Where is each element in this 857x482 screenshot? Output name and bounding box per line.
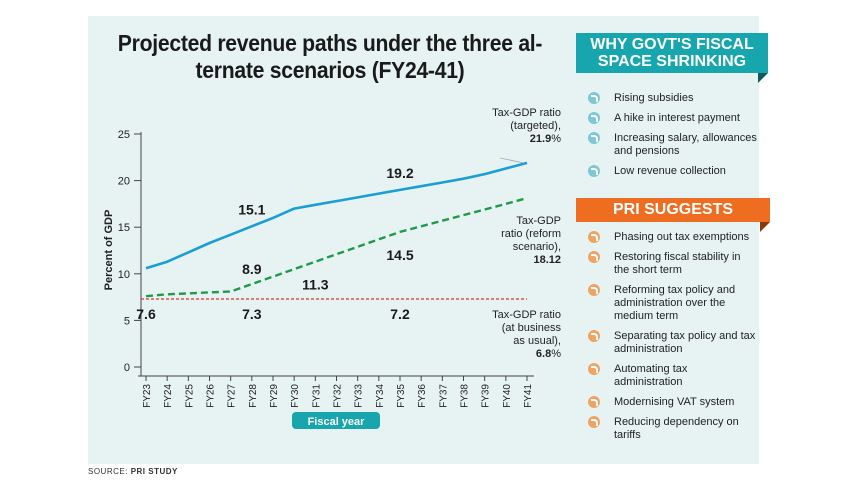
arrow-bullet-icon	[588, 251, 600, 263]
end-label-line-bau: (at business	[502, 322, 562, 334]
chart-title: Projected revenue paths under the three …	[117, 30, 543, 83]
x-tick-label: FY26	[206, 384, 217, 408]
end-label-value-bau: 6.8%	[536, 348, 561, 360]
why-panel-item: Rising subsidies	[588, 92, 758, 105]
end-label-value-targeted: 21.9%	[530, 133, 561, 145]
leader-line	[499, 157, 525, 164]
why-panel-list: Rising subsidies A hike in interest payme…	[588, 92, 758, 185]
x-tick-label: FY33	[354, 384, 365, 408]
arrow-bullet-icon	[588, 132, 600, 144]
x-tick-label: FY29	[269, 384, 280, 408]
x-axis-label-pill	[292, 412, 380, 429]
end-label-line-bau: as usual),	[513, 335, 561, 347]
arrow-bullet-icon	[588, 330, 600, 342]
why-panel-item-text: Low revenue collection	[614, 165, 726, 177]
arrow-bullet-icon	[588, 396, 600, 408]
y-axis-label: Percent of GDP	[103, 210, 115, 291]
x-tick-label: FY38	[460, 384, 471, 408]
x-tick-label: FY32	[333, 384, 344, 408]
arrow-bullet-icon	[588, 231, 600, 243]
data-label: 7.6	[136, 306, 156, 322]
arrow-bullet-icon	[588, 363, 600, 375]
x-tick-label: FY31	[311, 384, 322, 408]
pri-panel-item-text: Reducing dependency on tariffs	[614, 416, 739, 441]
pri-panel-item: Automating tax administration	[588, 363, 758, 389]
x-tick-label: FY27	[227, 384, 238, 408]
end-label-line-bau: Tax-GDP ratio	[492, 309, 561, 321]
end-label-line-reform: ratio (reform	[501, 228, 561, 240]
arrow-bullet-icon	[588, 284, 600, 296]
why-panel-item-text: Increasing salary, allowances and pensio…	[614, 132, 757, 157]
data-label: 8.9	[242, 261, 262, 277]
source-note: SOURCE: PRI STUDY	[88, 467, 178, 476]
x-tick-label: FY28	[248, 384, 259, 408]
x-tick-label: FY25	[184, 384, 195, 408]
why-panel-item: Increasing salary, allowances and pensio…	[588, 132, 758, 158]
why-panel-item-text: Rising subsidies	[614, 92, 694, 104]
y-tick-label: 5	[124, 315, 130, 327]
arrow-bullet-icon	[588, 112, 600, 124]
why-panel-fold	[758, 73, 768, 83]
arrow-bullet-icon	[588, 416, 600, 428]
end-label-unit: %	[551, 348, 561, 360]
pri-panel-list: Phasing out tax exemptions Restoring fisc…	[588, 231, 758, 449]
end-label-line-targeted: (targeted),	[510, 120, 561, 132]
x-tick-label: FY35	[396, 384, 407, 408]
y-tick-label: 0	[124, 362, 130, 374]
why-panel-heading: WHY GOVT'S FISCAL SPACE SHRINKING	[576, 33, 768, 73]
source-label: SOURCE:	[88, 467, 128, 476]
why-panel-item: A hike in interest payment	[588, 112, 758, 125]
y-tick-label: 25	[118, 129, 130, 141]
x-tick-label: FY37	[438, 384, 449, 408]
data-label: 19.2	[386, 165, 413, 181]
why-panel-item-text: A hike in interest payment	[614, 112, 740, 124]
pri-panel-item: Reforming tax policy and administration …	[588, 284, 758, 323]
arrow-bullet-icon	[588, 92, 600, 104]
end-label-line-reform: Tax-GDP	[516, 215, 561, 227]
pri-panel-item: Reducing dependency on tariffs	[588, 416, 758, 442]
data-label: 14.5	[386, 247, 413, 263]
x-tick-label: FY36	[417, 384, 428, 408]
x-tick-label: FY41	[523, 384, 534, 408]
source-value: PRI STUDY	[130, 467, 178, 476]
infographic-card	[88, 16, 759, 464]
data-label: 7.2	[390, 306, 410, 322]
arrow-bullet-icon	[588, 165, 600, 177]
end-label-unit: %	[551, 133, 561, 145]
why-panel-item: Low revenue collection	[588, 165, 758, 178]
x-tick-label: FY30	[290, 384, 301, 408]
data-label: 15.1	[238, 201, 265, 217]
pri-panel-item: Modernising VAT system	[588, 396, 758, 409]
x-tick-label: FY39	[481, 384, 492, 408]
data-label: 7.3	[242, 306, 262, 322]
x-tick-label: FY34	[375, 384, 386, 408]
pri-panel-item-text: Automating tax administration	[614, 363, 688, 388]
pri-panel-item-text: Reforming tax policy and administration …	[614, 284, 736, 322]
y-tick-label: 15	[118, 222, 130, 234]
y-tick-label: 10	[118, 269, 130, 281]
x-tick-label: FY24	[163, 384, 174, 408]
pri-panel-fold	[760, 222, 770, 232]
pri-panel-item-text: Modernising VAT system	[614, 396, 735, 408]
end-label-line-targeted: Tax-GDP ratio	[492, 107, 561, 119]
pri-panel-item: Separating tax policy and tax administra…	[588, 330, 758, 356]
x-tick-label: FY40	[502, 384, 513, 408]
pri-panel-item: Phasing out tax exemptions	[588, 231, 758, 244]
pri-panel-item-text: Separating tax policy and tax administra…	[614, 330, 756, 355]
end-label-line-reform: scenario),	[513, 241, 561, 253]
series-line-targeted	[145, 161, 528, 270]
pri-panel-heading: PRI SUGGESTS	[576, 198, 770, 222]
series-line-reform	[145, 196, 528, 298]
x-axis-label: Fiscal year	[308, 416, 366, 428]
x-tick-label: FY23	[142, 384, 153, 408]
pri-panel-item-text: Restoring fiscal stability in the short …	[614, 251, 741, 276]
data-label: 11.3	[302, 277, 329, 293]
pri-panel-item: Restoring fiscal stability in the short …	[588, 251, 758, 277]
y-tick-label: 20	[118, 176, 130, 188]
end-label-value-reform: 18.12	[533, 254, 561, 266]
pri-panel-item-text: Phasing out tax exemptions	[614, 231, 750, 243]
